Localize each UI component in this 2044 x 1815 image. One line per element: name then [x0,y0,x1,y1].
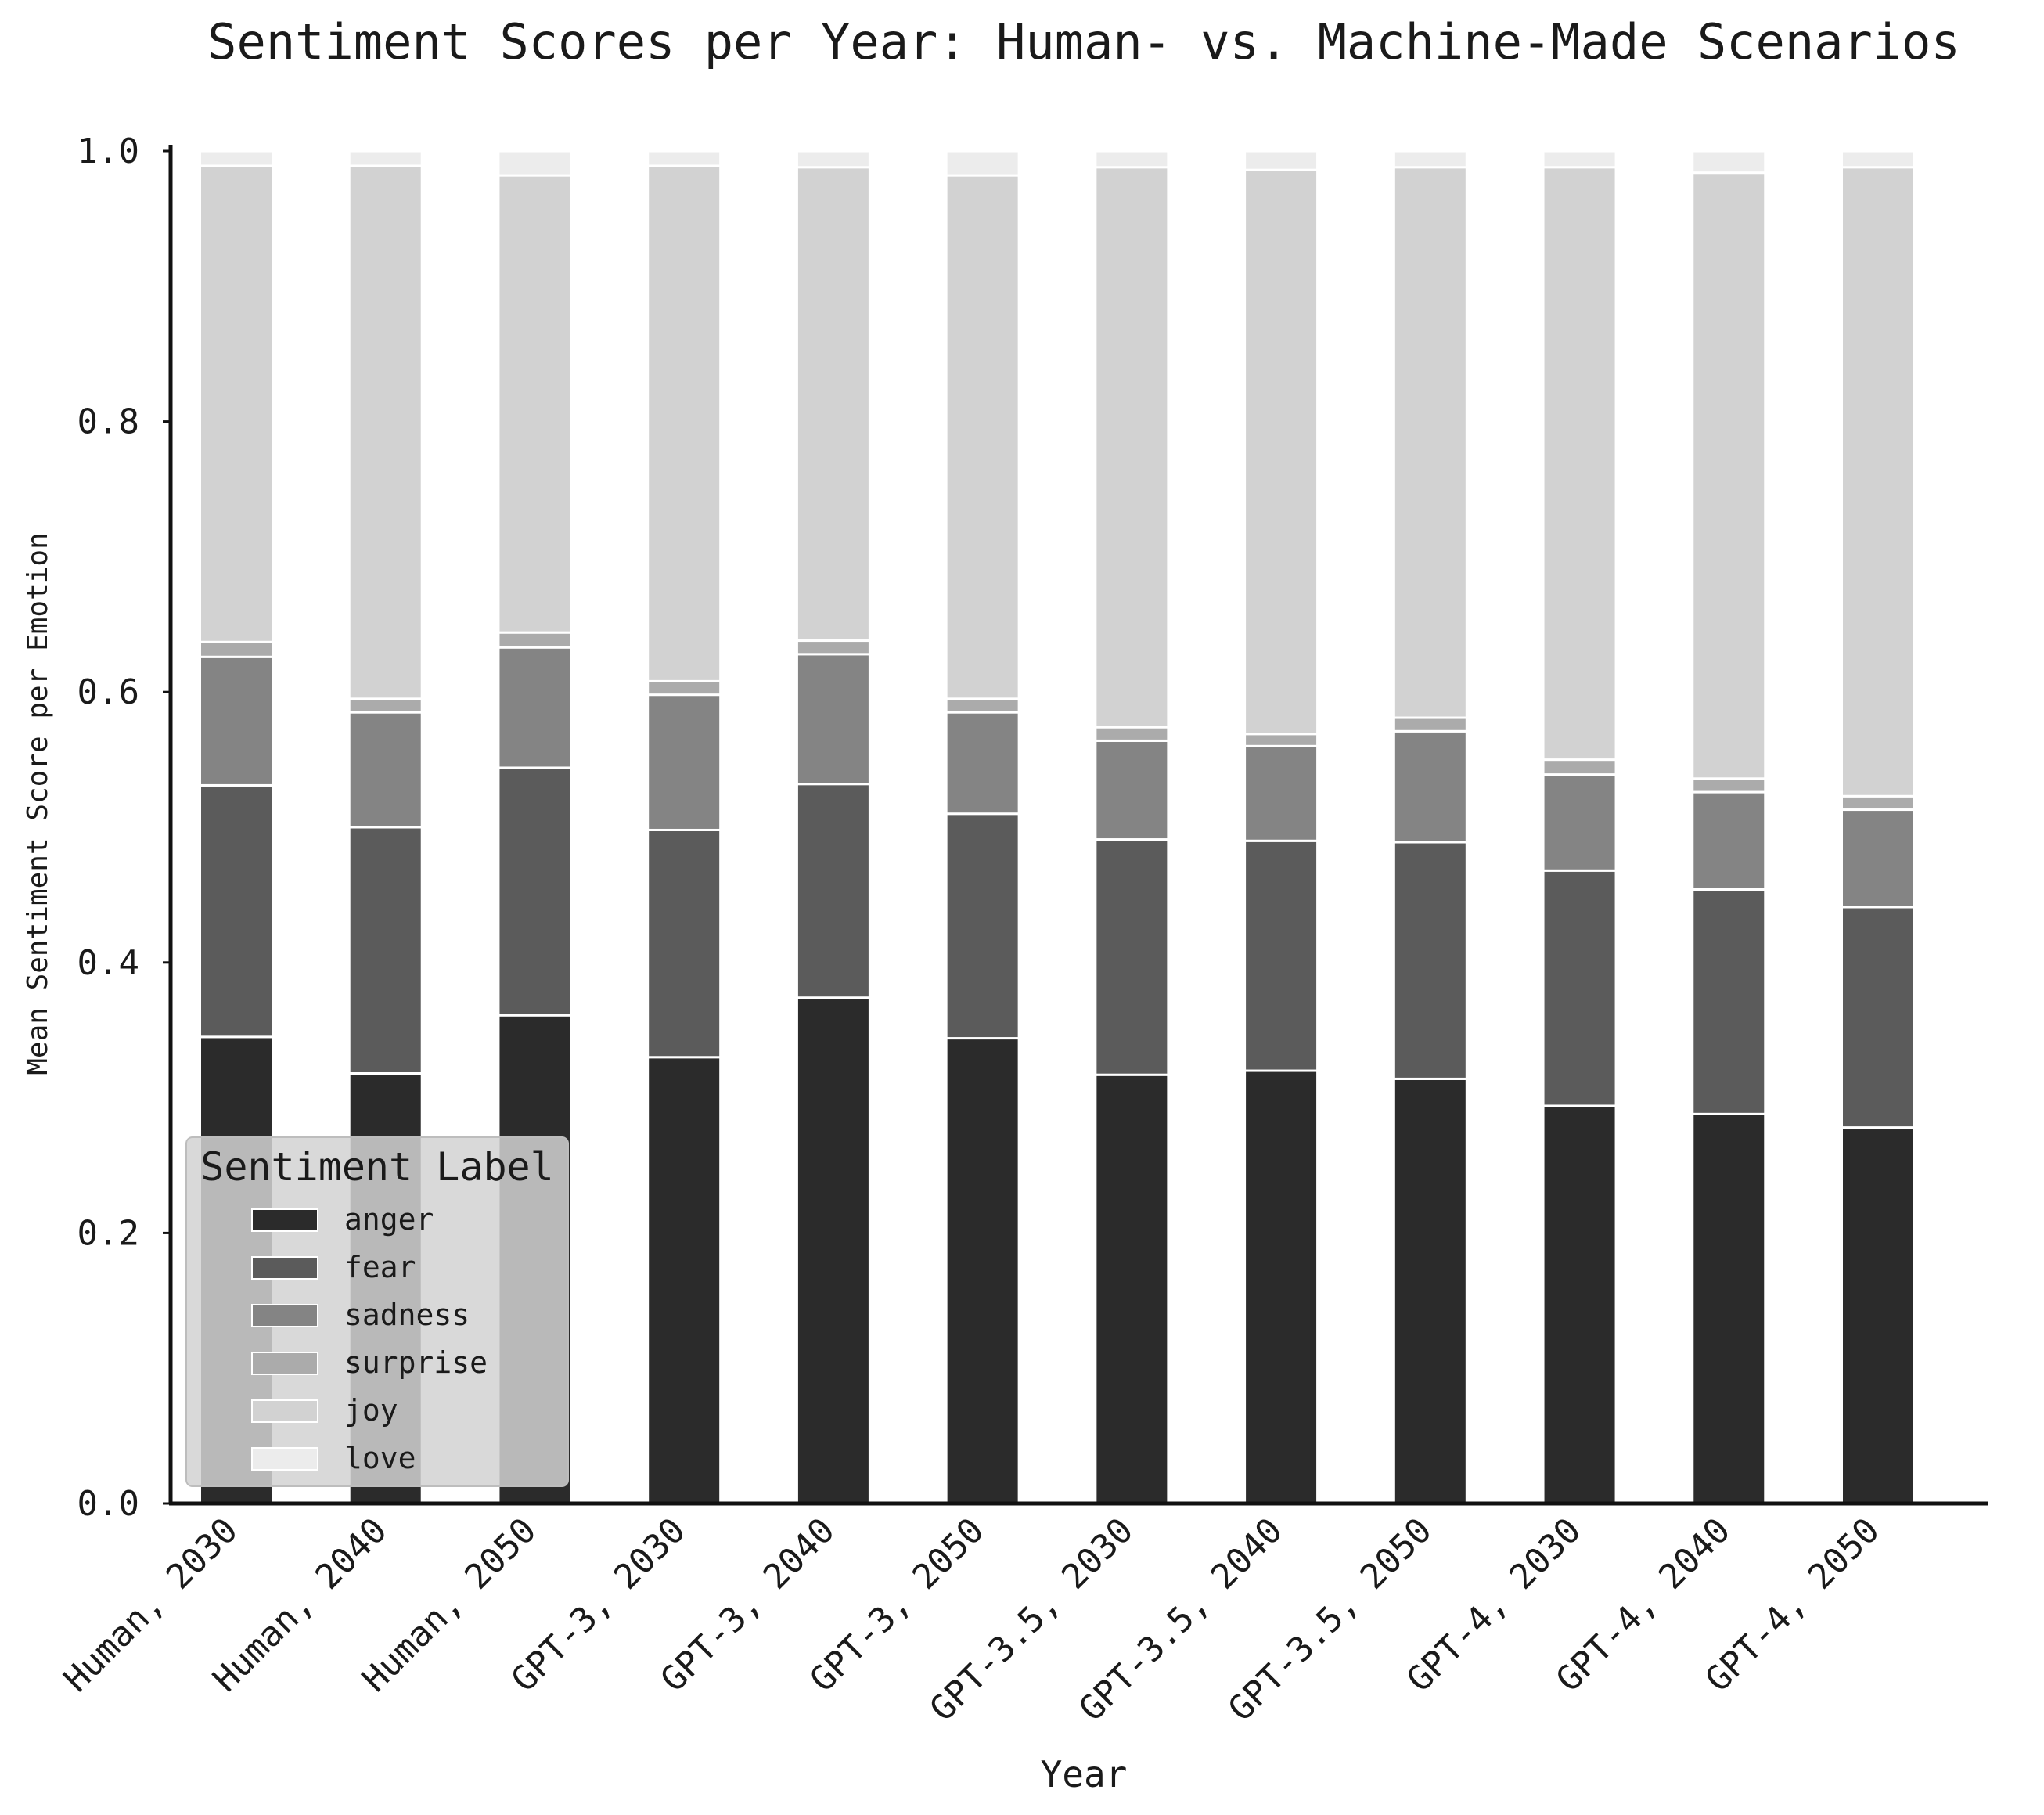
bar-segment-fear [1841,906,1916,1129]
bar-segment-love [945,149,1020,177]
bar-segment-anger [1243,1069,1319,1505]
bar-segment-joy [199,164,274,643]
bar-segment-joy [1392,166,1468,719]
bar-segment-fear [945,812,1020,1040]
bar-segment-joy [646,164,722,682]
bar-segment-fear [1243,839,1319,1072]
bar-segment-sadness [1691,790,1767,891]
x-axis-label: Year [1041,1753,1128,1795]
y-tick-label: 1.0 [77,131,139,171]
bar-segment-surprise [497,631,573,649]
bar-segment-anger [1841,1126,1916,1505]
bar-segment-fear [1542,869,1618,1107]
bar-segment-love [1243,149,1319,171]
legend-swatch-love [251,1447,318,1471]
bar-segment-love [795,149,871,169]
bar-segment-fear [199,783,274,1039]
bar-segment-fear [1392,841,1468,1080]
y-tick-label: 0.6 [77,672,139,712]
bar-segment-love [199,149,274,167]
legend-label-fear: fear [344,1250,416,1284]
bar-segment-fear [795,783,871,999]
legend-swatch-fear [251,1256,318,1280]
bar-segment-surprise [1094,726,1170,742]
bar-segment-sadness [1841,808,1916,909]
bars-layer [199,149,1916,1505]
bar-segment-surprise [347,697,423,714]
bar-segment-sadness [1243,744,1319,842]
bar-segment-fear [497,766,573,1017]
bar-segment-sadness [1542,773,1618,872]
legend-swatch-surprise [251,1352,318,1375]
bar-segment-sadness [347,711,423,829]
legend-swatch-anger [251,1208,318,1232]
bar-segment-surprise [646,679,722,697]
bar-segment-love [1542,149,1618,169]
bar-segment-sadness [945,711,1020,816]
bar-segment-surprise [1542,758,1618,776]
legend-label-surprise: surprise [344,1345,488,1380]
bar-segment-joy [347,164,423,700]
bar-segment-joy [1243,168,1319,736]
legend: Sentiment Label anger fear sadness surprise… [185,1136,569,1487]
bar-segment-love [1094,149,1170,169]
legend-swatch-sadness [251,1304,318,1327]
y-axis-ticks: 0.0 0.2 0.4 0.6 0.8 1.0 [77,131,171,1524]
legend-swatch-joy [251,1399,318,1423]
bar-segment-sadness [497,646,573,769]
bar-segment-anger [1542,1104,1618,1505]
bar-segment-anger [795,996,871,1505]
bar-segment-sadness [646,693,722,831]
bar-segment-joy [1542,166,1618,762]
y-tick-label: 0.0 [77,1484,139,1524]
bar-segment-love [497,149,573,177]
bar-segment-fear [1094,838,1170,1076]
bar-segment-anger [1392,1077,1468,1505]
bar-segment-surprise [1841,794,1916,812]
bar-segment-anger [1691,1112,1767,1505]
bar-segment-sadness [795,653,871,786]
legend-items: anger fear sadness surprise joy love [251,1202,488,1475]
chart-title: Sentiment Scores per Year: Human- vs. Ma… [207,13,1960,70]
y-tick-label: 0.2 [77,1213,139,1253]
legend-label-sadness: sadness [344,1298,470,1332]
bar-segment-surprise [1243,733,1319,747]
legend-title: Sentiment Label [200,1144,554,1190]
bar-segment-fear [1691,888,1767,1115]
legend-label-joy: joy [344,1393,398,1428]
bar-segment-surprise [945,697,1020,714]
bar-segment-anger [646,1056,722,1505]
bar-segment-sadness [1094,739,1170,841]
bar-segment-joy [1691,171,1767,780]
bar-segment-sadness [1392,729,1468,844]
legend-label-love: love [344,1441,416,1475]
bar-segment-fear [646,828,722,1059]
bar-segment-surprise [795,639,871,656]
bar-segment-surprise [1691,777,1767,794]
bar-segment-joy [795,166,871,643]
bar-segment-surprise [199,640,274,658]
legend-label-anger: anger [344,1202,434,1237]
bar-segment-love [1392,149,1468,169]
bar-segment-joy [1841,166,1916,798]
bar-segment-joy [945,174,1020,700]
bar-segment-love [1841,149,1916,169]
bar-segment-love [1691,149,1767,175]
y-axis-label: Mean Sentiment Score per Emotion [22,532,54,1075]
bar-segment-joy [1094,166,1170,729]
bar-segment-anger [1094,1073,1170,1505]
bar-segment-surprise [1392,716,1468,733]
bar-segment-anger [945,1037,1020,1505]
bar-segment-joy [497,174,573,634]
y-tick-label: 0.4 [77,943,139,983]
bar-segment-love [646,149,722,167]
y-tick-label: 0.8 [77,402,139,442]
bar-segment-love [347,149,423,167]
bar-segment-fear [347,826,423,1075]
bar-segment-sadness [199,655,274,787]
